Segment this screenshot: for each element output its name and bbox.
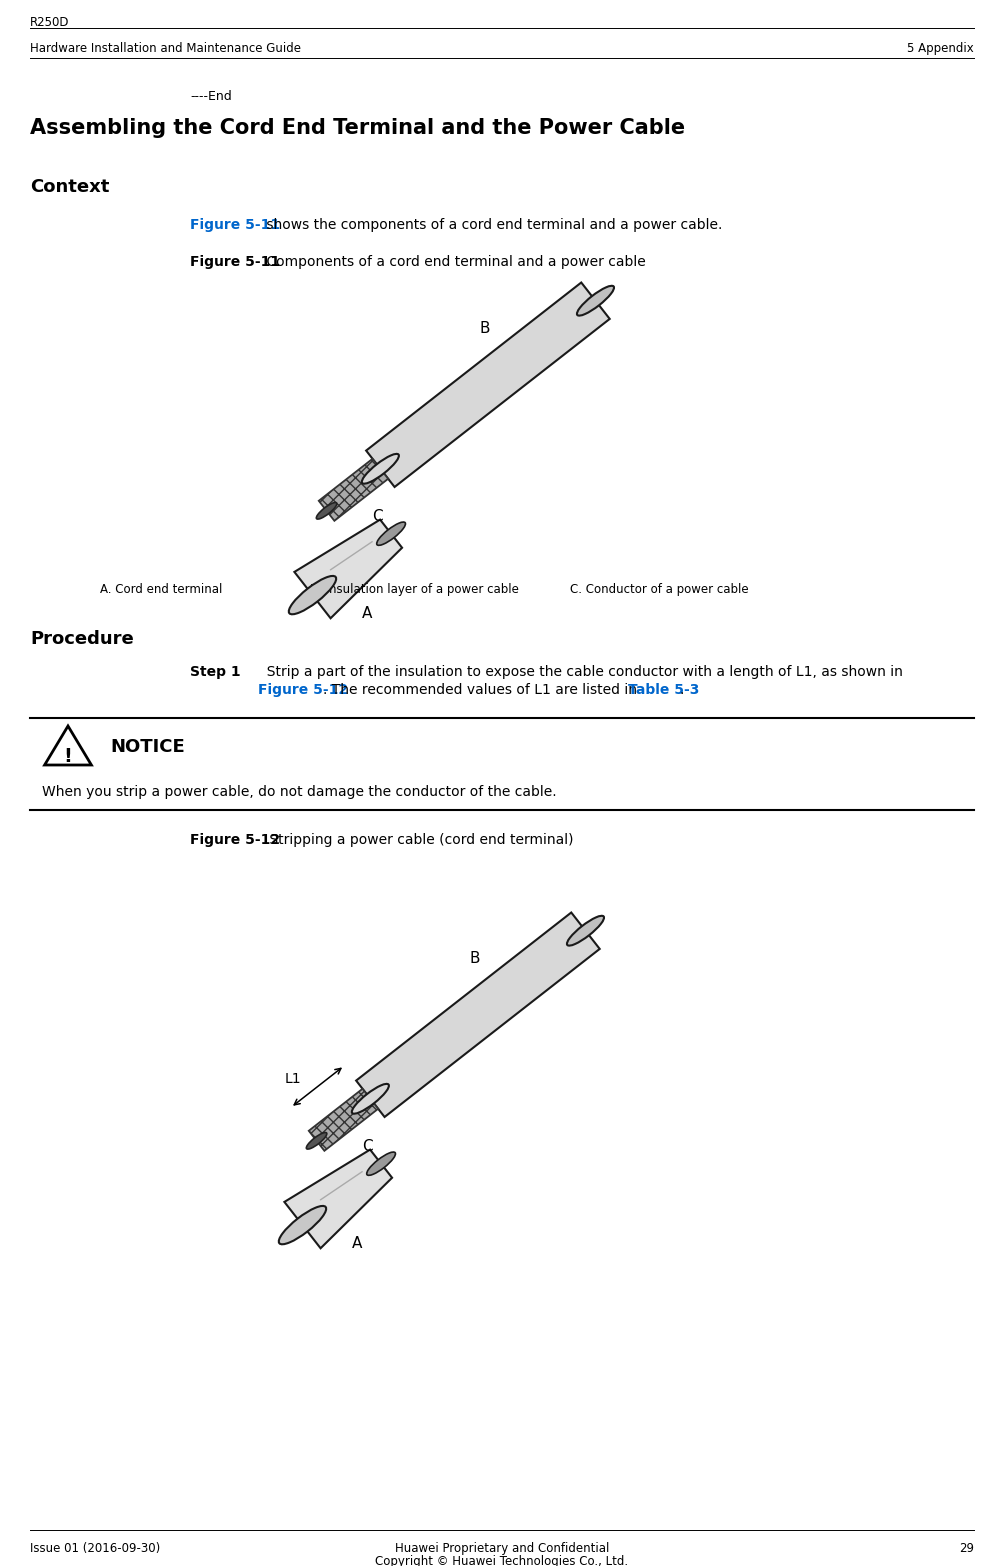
Text: R250D: R250D xyxy=(30,16,69,30)
Text: L1: L1 xyxy=(284,1073,301,1087)
Polygon shape xyxy=(366,282,609,487)
Polygon shape xyxy=(294,520,401,619)
Text: Assembling the Cord End Terminal and the Power Cable: Assembling the Cord End Terminal and the… xyxy=(30,117,684,138)
Text: C. Conductor of a power cable: C. Conductor of a power cable xyxy=(570,583,748,597)
Text: When you strip a power cable, do not damage the conductor of the cable.: When you strip a power cable, do not dam… xyxy=(42,785,556,799)
Text: B: B xyxy=(478,321,489,337)
Polygon shape xyxy=(44,727,91,766)
Text: C: C xyxy=(372,509,382,525)
Text: B. Insulation layer of a power cable: B. Insulation layer of a power cable xyxy=(310,583,519,597)
Polygon shape xyxy=(284,1149,392,1248)
Text: shows the components of a cord end terminal and a power cable.: shows the components of a cord end termi… xyxy=(262,218,721,232)
Text: Components of a cord end terminal and a power cable: Components of a cord end terminal and a … xyxy=(262,255,645,269)
Ellipse shape xyxy=(351,1084,388,1113)
Ellipse shape xyxy=(366,1153,395,1176)
Polygon shape xyxy=(318,459,388,521)
Text: ----End: ----End xyxy=(190,89,232,103)
Text: Procedure: Procedure xyxy=(30,630,133,648)
Text: 29: 29 xyxy=(958,1543,973,1555)
Text: A: A xyxy=(351,1236,362,1251)
Polygon shape xyxy=(356,913,599,1117)
Text: Table 5-3: Table 5-3 xyxy=(627,683,699,697)
Ellipse shape xyxy=(567,916,604,946)
Text: Step 1: Step 1 xyxy=(190,666,241,680)
Polygon shape xyxy=(309,1088,378,1151)
Text: 5 Appendix: 5 Appendix xyxy=(907,42,973,55)
Ellipse shape xyxy=(376,521,405,545)
Ellipse shape xyxy=(577,285,614,316)
Text: Figure 5-11: Figure 5-11 xyxy=(190,255,280,269)
Text: NOTICE: NOTICE xyxy=(110,738,185,756)
Ellipse shape xyxy=(316,503,336,518)
Text: Copyright © Huawei Technologies Co., Ltd.: Copyright © Huawei Technologies Co., Ltd… xyxy=(375,1555,628,1566)
Text: Figure 5-11: Figure 5-11 xyxy=(190,218,280,232)
Text: Figure 5-12: Figure 5-12 xyxy=(258,683,348,697)
Text: .: . xyxy=(679,683,684,697)
Text: B: B xyxy=(468,952,479,966)
Ellipse shape xyxy=(361,454,398,484)
Text: Issue 01 (2016-09-30): Issue 01 (2016-09-30) xyxy=(30,1543,160,1555)
Text: !: ! xyxy=(63,747,72,766)
Ellipse shape xyxy=(289,576,336,614)
Text: C: C xyxy=(362,1138,372,1154)
Text: Stripping a power cable (cord end terminal): Stripping a power cable (cord end termin… xyxy=(265,833,573,847)
Text: . The recommended values of L1 are listed in: . The recommended values of L1 are liste… xyxy=(323,683,641,697)
Text: Context: Context xyxy=(30,179,109,196)
Ellipse shape xyxy=(306,1132,327,1149)
Text: Figure 5-12: Figure 5-12 xyxy=(190,833,280,847)
Text: Hardware Installation and Maintenance Guide: Hardware Installation and Maintenance Gu… xyxy=(30,42,301,55)
Text: A. Cord end terminal: A. Cord end terminal xyxy=(100,583,222,597)
Text: Huawei Proprietary and Confidential: Huawei Proprietary and Confidential xyxy=(394,1543,609,1555)
Text: Strip a part of the insulation to expose the cable conductor with a length of L1: Strip a part of the insulation to expose… xyxy=(258,666,902,680)
Text: A: A xyxy=(361,606,372,622)
Ellipse shape xyxy=(279,1206,326,1245)
